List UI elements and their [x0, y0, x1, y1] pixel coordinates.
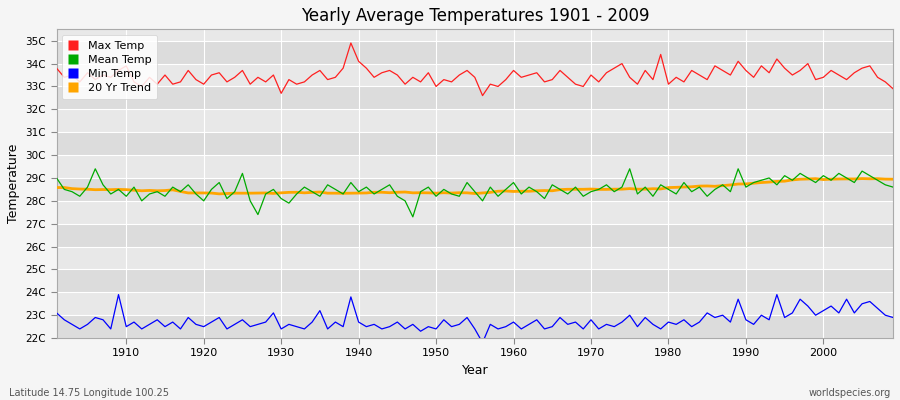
Bar [57, 292, 893, 315]
Bar [57, 109, 893, 132]
Text: Latitude 14.75 Longitude 100.25: Latitude 14.75 Longitude 100.25 [9, 388, 169, 398]
Bar [57, 270, 893, 292]
Bar [57, 178, 893, 201]
Bar [57, 246, 893, 270]
Bar [57, 86, 893, 109]
Legend: Max Temp, Mean Temp, Min Temp, 20 Yr Trend: Max Temp, Mean Temp, Min Temp, 20 Yr Tre… [62, 35, 157, 99]
X-axis label: Year: Year [462, 364, 488, 377]
Text: worldspecies.org: worldspecies.org [809, 388, 891, 398]
Bar [57, 315, 893, 338]
Bar [57, 132, 893, 155]
Bar [57, 41, 893, 64]
Bar [57, 155, 893, 178]
Bar [57, 201, 893, 224]
Bar [57, 224, 893, 246]
Title: Yearly Average Temperatures 1901 - 2009: Yearly Average Temperatures 1901 - 2009 [301, 7, 649, 25]
Bar [57, 64, 893, 86]
Y-axis label: Temperature: Temperature [7, 144, 20, 223]
